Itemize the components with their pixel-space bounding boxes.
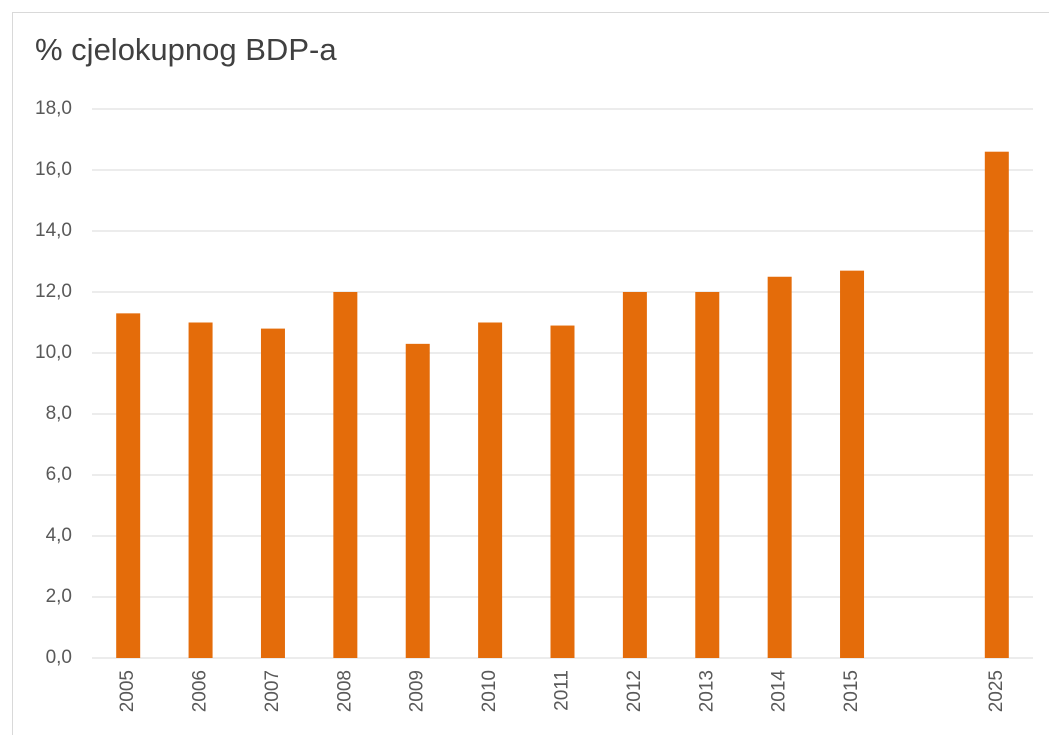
y-tick-label: 6,0	[46, 464, 72, 485]
y-tick-label: 10,0	[35, 342, 72, 363]
x-tick-label: 2015	[841, 670, 862, 712]
bar	[695, 292, 720, 658]
bar	[840, 270, 865, 658]
x-tick-label: 2005	[117, 670, 138, 712]
bar	[260, 328, 285, 658]
y-tick-label: 0,0	[46, 647, 72, 668]
bar	[767, 276, 792, 658]
x-tick-label: 2008	[334, 670, 355, 712]
x-tick-label: 2009	[407, 670, 428, 712]
x-tick-label: 2014	[769, 670, 790, 713]
y-tick-label: 8,0	[46, 403, 72, 424]
bar	[550, 325, 575, 658]
chart-title: % cjelokupnog BDP-a	[35, 32, 337, 67]
x-tick-label: 2013	[696, 670, 717, 712]
y-tick-label: 4,0	[46, 525, 72, 546]
x-tick-label: 2006	[190, 670, 211, 712]
bar	[405, 343, 430, 658]
y-tick-label: 16,0	[35, 159, 72, 180]
x-tick-label: 2007	[262, 670, 283, 712]
x-tick-label: 2011	[552, 670, 573, 711]
bar	[116, 313, 141, 658]
bar	[622, 292, 647, 658]
y-tick-label: 2,0	[46, 586, 72, 607]
bar	[333, 292, 358, 658]
bar	[188, 322, 213, 658]
x-tick-label: 2025	[986, 670, 1007, 712]
chart-frame	[12, 12, 1049, 735]
bar	[984, 151, 1009, 658]
y-tick-label: 14,0	[35, 220, 72, 241]
bar	[478, 322, 503, 658]
x-tick-label: 2012	[624, 670, 645, 712]
y-tick-label: 12,0	[35, 281, 72, 302]
x-tick-label: 2010	[479, 670, 500, 712]
y-tick-label: 18,0	[35, 98, 72, 119]
